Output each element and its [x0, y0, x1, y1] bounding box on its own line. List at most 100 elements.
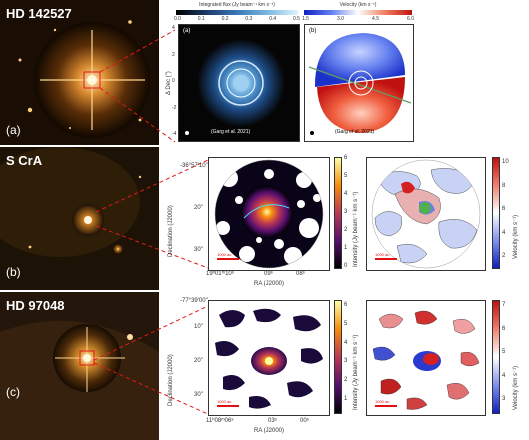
sky-image-hd97048: HD 97048 (c): [0, 292, 159, 440]
velocity-tick-label: 5: [502, 349, 506, 355]
intensity-tick-label: 4: [344, 191, 348, 197]
flux-tick-label: 0.4: [269, 16, 277, 22]
integrated-flux-map: (a) (Garg et al. 2021): [178, 24, 300, 142]
velocity-tick-label: 3.0: [337, 16, 344, 22]
panel-tag: (a): [6, 123, 21, 137]
y-tick-label: 4: [172, 25, 175, 31]
velocity-map-image: [308, 33, 412, 135]
panel-tag: (a): [183, 28, 191, 34]
intensity-map-scra: 1000 au: [208, 157, 330, 271]
velocity-tick-label: 6: [502, 206, 506, 212]
sky-image-hd142527: HD 142527 (a): [0, 0, 159, 145]
ra-tick: 03ˢ: [268, 418, 277, 424]
target-name: HD 97048: [6, 298, 65, 313]
velocity-tick-label: 4: [502, 229, 506, 236]
dec-tick: 20": [194, 205, 203, 211]
dec-tick: 30": [194, 247, 203, 253]
y-tick-label: -2: [172, 104, 177, 111]
y-axis-label: Declination (J2000): [168, 205, 174, 257]
ra-tick: 19ʰ01ᵐ10ˢ: [206, 271, 234, 277]
y-axis-label: Declination (J2000): [168, 354, 174, 406]
intensity-tick-label: 1: [344, 395, 348, 402]
intensity-colorbar-label: Intensity (Jy beam⁻¹ km s⁻¹): [353, 191, 359, 267]
row-b-panels: Declination (J2000) -36°57'10" 20" 30": [168, 147, 529, 290]
velocity-tick-label: 8: [502, 182, 506, 189]
y-axis-ticks: 4 2 0 -2 -4: [172, 25, 176, 137]
intensity-tick-label: 3: [344, 358, 348, 365]
credit-text: (Garg et al. 2021): [211, 129, 251, 135]
intensity-tick-label: 6: [344, 155, 348, 161]
scale-bar: [217, 405, 239, 407]
flux-tick-label: 0.1: [197, 16, 205, 22]
velocity-map-scra: 1000 au: [366, 157, 486, 271]
dec-tick: -36°57'10": [180, 163, 208, 169]
velocity-colorbar: [492, 157, 500, 269]
intensity-tick-label: 2: [344, 377, 348, 384]
ra-tick: 08ˢ: [296, 271, 305, 277]
velocity-tick-label: 3: [502, 396, 506, 402]
dec-tick: -77°39'00": [180, 298, 208, 304]
dec-tick: 10": [194, 324, 203, 330]
scale-bar: [375, 405, 397, 407]
scale-bar-label: 1000 au: [217, 252, 232, 257]
starfield-image: [0, 0, 159, 145]
panel-tag: (b): [309, 28, 317, 34]
velocity-map: (b) (Garg et al. 2021): [304, 24, 414, 142]
velocity-map-image: [371, 159, 481, 269]
velocity-tick-label: 6: [502, 325, 506, 332]
flux-colorbar-ticks: 0.0 0.1 0.2 0.3 0.4 0.5: [174, 16, 300, 22]
scale-bar-label: 1000 au: [375, 252, 390, 257]
intensity-tick-label: 6: [344, 302, 348, 308]
flux-colorbar: [176, 10, 298, 15]
intensity-colorbar-ticks: 6 5 4 3 2 1 0: [344, 155, 347, 269]
credit-text: (Garg et al. 2021): [335, 129, 375, 135]
velocity-map-hd97048: 1000 au: [366, 300, 486, 416]
velocity-colorbar-ticks: 7 6 5 4 3: [502, 302, 505, 402]
scale-bar: [217, 258, 239, 260]
intensity-tick-label: 5: [344, 320, 348, 327]
velocity-colorbar-ticks: 1.5 3.0 4.5 6.0: [302, 16, 414, 22]
velocity-tick-label: 1.5: [302, 16, 309, 22]
velocity-tick-label: 7: [502, 302, 506, 308]
y-tick-label: 2: [172, 51, 175, 58]
flux-tick-label: 0.3: [245, 16, 253, 22]
flux-colorbar-title: Integrated flux (Jy beam⁻¹ km s⁻¹): [199, 2, 275, 8]
intensity-tick-label: 5: [344, 173, 348, 179]
target-name: HD 142527: [6, 6, 72, 21]
ra-tick: 11ʰ08ᵐ06ˢ: [206, 418, 234, 424]
velocity-colorbar: [492, 300, 500, 414]
target-name: S CrA: [6, 153, 43, 168]
velocity-colorbar-ticks: 10 8 6 4 2: [502, 159, 509, 259]
x-axis-label: RA (J2000): [254, 428, 285, 434]
intensity-colorbar: [334, 300, 342, 414]
scale-bar: [375, 258, 397, 260]
row-a-panels: Integrated flux (Jy beam⁻¹ km s⁻¹) 0.0 0.…: [166, 0, 529, 145]
velocity-colorbar: [304, 10, 412, 15]
intensity-map-hd97048: 1000 au: [208, 300, 330, 416]
intensity-tick-label: 0: [344, 263, 348, 269]
velocity-tick-label: 4: [502, 372, 506, 379]
flux-tick-label: 0.2: [221, 16, 229, 22]
intensity-tick-label: 3: [344, 209, 348, 215]
panel-tag: (b): [6, 265, 21, 279]
velocity-tick-label: 10: [502, 159, 509, 165]
flux-map-image: [185, 39, 285, 135]
velocity-map-image: [372, 310, 480, 410]
starfield-image: [0, 292, 159, 440]
velocity-tick-label: 2: [502, 253, 506, 259]
row-c-panels: Declination (J2000) -77°39'00" 10" 20" 3…: [168, 292, 529, 440]
intensity-map-image: [215, 308, 323, 409]
intensity-colorbar: [334, 157, 342, 269]
dec-tick: 20": [194, 358, 203, 364]
intensity-map-image: [214, 159, 324, 269]
ra-tick: 09ˢ: [264, 271, 273, 277]
x-axis-label: RA (J2000): [254, 281, 285, 287]
intensity-tick-label: 1: [344, 245, 348, 251]
intensity-colorbar-ticks: 6 5 4 3 2 1: [344, 302, 347, 402]
scale-bar-label: 1000 au: [217, 399, 232, 404]
ra-tick: 00ˢ: [300, 418, 309, 424]
panel-tag: (c): [6, 385, 20, 399]
flux-tick-label: 0.5: [292, 16, 300, 22]
velocity-tick-label: 4.5: [372, 16, 379, 22]
